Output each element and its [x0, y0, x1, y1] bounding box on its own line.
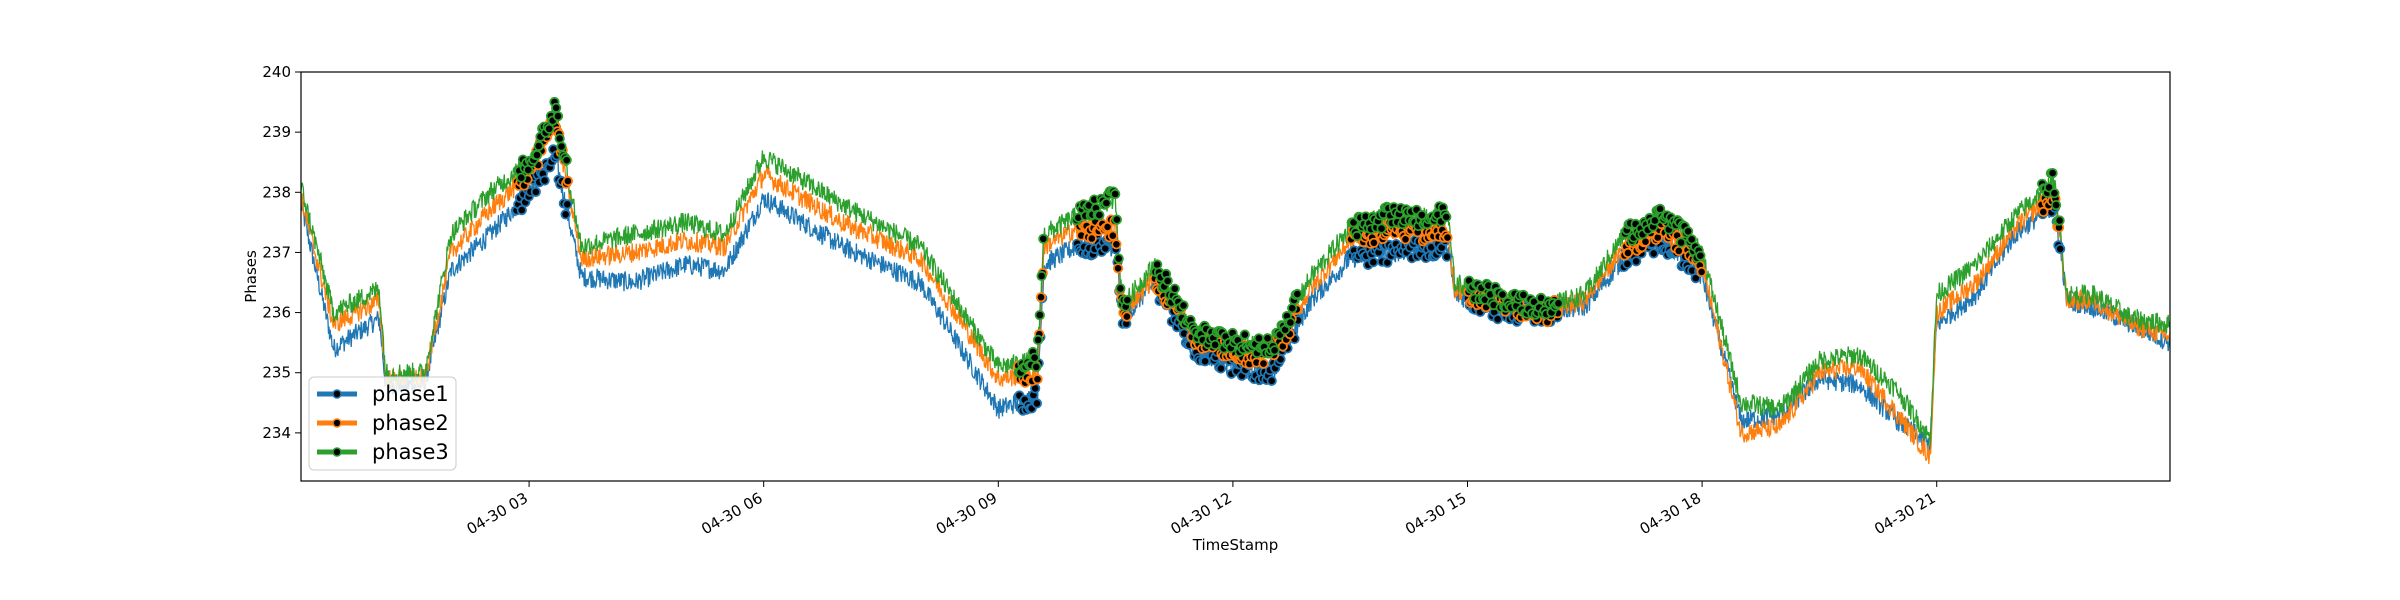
data-marker-phase3 — [1115, 283, 1126, 294]
data-marker-phase3 — [561, 155, 572, 166]
data-marker-phase3 — [1169, 283, 1180, 294]
data-marker-phase2 — [1622, 247, 1634, 258]
y-tick-label: 238 — [262, 183, 291, 201]
data-marker-phase3 — [1038, 233, 1049, 244]
y-tick-label: 239 — [262, 123, 291, 141]
legend-marker — [332, 447, 342, 457]
y-tick-label: 235 — [262, 364, 291, 382]
data-marker-phase3 — [1676, 237, 1687, 248]
data-marker-phase1 — [539, 175, 550, 186]
plot-area — [301, 96, 2170, 465]
data-marker-phase2 — [1086, 233, 1097, 244]
data-marker-phase3 — [2054, 215, 2065, 226]
data-marker-phase2 — [2038, 206, 2049, 217]
data-marker-phase3 — [556, 141, 567, 152]
y-tick-label: 237 — [262, 243, 291, 261]
data-marker-phase2 — [1258, 358, 1269, 369]
data-marker-phase3 — [1113, 253, 1124, 264]
data-marker-phase3 — [1033, 334, 1044, 345]
data-marker-phase3 — [1351, 230, 1363, 242]
data-marker-phase2 — [1107, 230, 1118, 241]
data-marker-phase1 — [1031, 398, 1043, 409]
legend-marker — [332, 389, 342, 399]
data-marker-phase3 — [1376, 223, 1387, 234]
data-marker-phase3 — [551, 102, 562, 113]
data-marker-phase2 — [1368, 237, 1380, 248]
legend: phase1 phase2 phase3 — [308, 376, 457, 471]
y-axis-title: Phases — [242, 250, 260, 303]
y-axis-ticks: 234 235 236 237 238 239 240 — [262, 63, 301, 442]
data-marker-phase3 — [1683, 226, 1694, 237]
data-marker-phase3 — [1269, 345, 1280, 356]
axes-frame — [300, 71, 2171, 482]
data-marker-phase1 — [1648, 248, 1659, 259]
data-marker-phase3 — [516, 172, 527, 183]
y-tick-label: 234 — [262, 424, 291, 442]
data-marker-phase3 — [552, 111, 564, 122]
legend-label: phase2 — [372, 411, 449, 435]
data-marker-phase3 — [1292, 288, 1303, 300]
data-marker-phase3 — [1287, 303, 1298, 314]
data-marker-phase1 — [1631, 256, 1642, 267]
marker-group — [511, 96, 2066, 416]
data-marker-phase3 — [1285, 317, 1296, 328]
legend-marker — [332, 418, 342, 428]
legend-label: phase1 — [372, 382, 449, 406]
data-marker-phase2 — [1032, 374, 1043, 385]
data-marker-phase3 — [1031, 361, 1042, 372]
data-marker-phase1 — [560, 209, 571, 220]
data-marker-phase3 — [2051, 200, 2062, 211]
data-marker-phase3 — [533, 140, 544, 152]
data-marker-phase1 — [1622, 258, 1633, 269]
data-marker-phase3 — [1518, 289, 1529, 300]
data-marker-phase1 — [562, 199, 573, 210]
legend-box — [308, 376, 457, 471]
data-marker-phase3 — [1122, 294, 1133, 306]
data-marker-phase3 — [1695, 250, 1706, 261]
data-marker-phase3 — [1441, 211, 1452, 223]
data-marker-phase2 — [1121, 311, 1133, 322]
data-marker-phase3 — [2049, 188, 2060, 199]
data-marker-phase1 — [2055, 243, 2066, 254]
data-marker-phase1 — [1368, 257, 1379, 268]
data-marker-phase3 — [544, 123, 555, 134]
x-axis-title: TimeStamp — [1192, 536, 1278, 554]
data-marker-phase1 — [530, 186, 541, 197]
data-marker-phase1 — [1215, 363, 1227, 374]
y-tick-label: 236 — [262, 304, 291, 322]
data-marker-phase3 — [1034, 309, 1045, 321]
data-marker-phase3 — [1497, 289, 1508, 300]
data-marker-phase1 — [1492, 314, 1503, 325]
y-tick-label: 240 — [262, 63, 291, 81]
data-marker-phase3 — [1239, 329, 1250, 340]
data-marker-phase2 — [1111, 239, 1122, 250]
data-marker-phase2 — [1113, 263, 1124, 274]
data-marker-phase2 — [1696, 266, 1707, 277]
data-marker-phase2 — [1035, 292, 1047, 303]
data-marker-phase1 — [1441, 251, 1453, 262]
data-marker-phase3 — [2047, 168, 2058, 179]
data-marker-phase3 — [1262, 333, 1273, 344]
legend-label: phase3 — [372, 440, 449, 464]
data-marker-phase3 — [1553, 298, 1564, 309]
data-marker-phase3 — [1094, 210, 1105, 221]
data-marker-phase3 — [1210, 339, 1221, 350]
data-marker-phase3 — [1253, 333, 1265, 344]
data-marker-phase3 — [1110, 188, 1121, 200]
data-marker-phase3 — [1162, 275, 1173, 286]
data-marker-phase3 — [1036, 270, 1047, 282]
data-marker-phase2 — [562, 175, 574, 187]
data-marker-phase1 — [1266, 375, 1277, 386]
data-marker-phase3 — [531, 150, 543, 161]
data-marker-phase3 — [1178, 300, 1189, 311]
data-marker-phase3 — [1111, 214, 1123, 225]
data-marker-phase2 — [1442, 232, 1453, 243]
data-marker-phase3 — [1029, 352, 1040, 363]
data-marker-phase3 — [1101, 198, 1112, 209]
